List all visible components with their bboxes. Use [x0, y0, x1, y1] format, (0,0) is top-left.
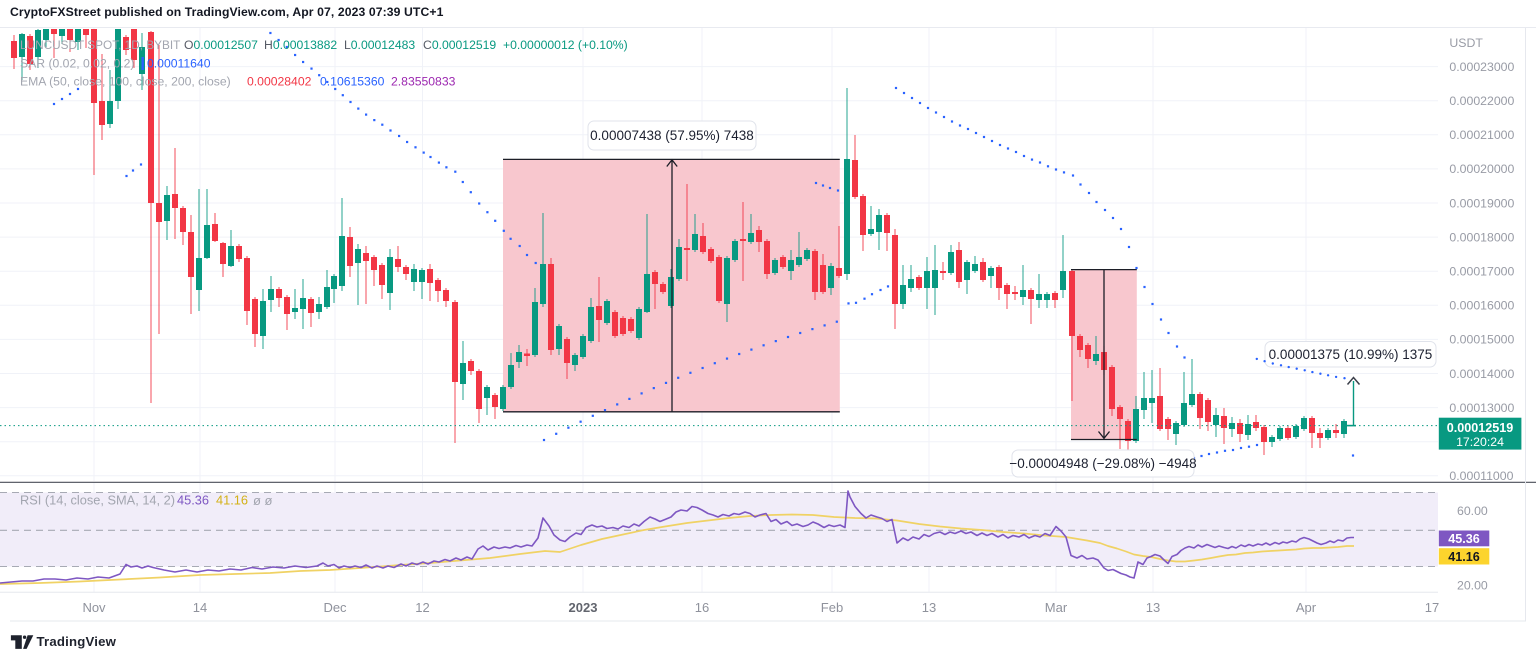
- svg-text:0.00007438 (57.95%) 7438: 0.00007438 (57.95%) 7438: [590, 128, 754, 143]
- svg-text:0.00011640: 0.00011640: [147, 57, 211, 71]
- svg-text:−0.00004948 (−29.08%) −4948: −0.00004948 (−29.08%) −4948: [1009, 456, 1196, 471]
- svg-text:0.00013000: 0.00013000: [1449, 401, 1514, 415]
- svg-text:0.00011000: 0.00011000: [1449, 469, 1513, 483]
- svg-text:+0.00000012 (+0.10%): +0.00000012 (+0.10%): [503, 38, 628, 52]
- svg-text:0.00021000: 0.00021000: [1449, 128, 1514, 142]
- svg-text:16: 16: [695, 600, 709, 615]
- svg-text:14: 14: [193, 600, 207, 615]
- svg-text:EMA (50, close, 100, close, 20: EMA (50, close, 100, close, 200, close): [20, 75, 231, 89]
- svg-text:Dec: Dec: [323, 600, 347, 615]
- svg-text:H0.00013882: H0.00013882: [264, 38, 337, 52]
- svg-text:0.00001375 (10.99%) 1375: 0.00001375 (10.99%) 1375: [1269, 347, 1433, 362]
- svg-text:0.00015000: 0.00015000: [1449, 333, 1514, 347]
- svg-text:Nov: Nov: [82, 600, 106, 615]
- svg-text:RSI (14, close, SMA, 14, 2): RSI (14, close, SMA, 14, 2): [20, 493, 175, 508]
- svg-text:0.00016000: 0.00016000: [1449, 299, 1514, 313]
- svg-text:20.00: 20.00: [1457, 578, 1488, 592]
- svg-text:0.00020000: 0.00020000: [1449, 162, 1514, 176]
- svg-text:ø ø: ø ø: [253, 493, 273, 508]
- svg-text:0.00022000: 0.00022000: [1449, 94, 1514, 108]
- svg-text:0.00012519: 0.00012519: [1447, 421, 1514, 435]
- svg-text:17:20:24: 17:20:24: [1456, 435, 1504, 449]
- svg-text:Feb: Feb: [821, 600, 843, 615]
- svg-text:L0.00012483: L0.00012483: [344, 38, 415, 52]
- svg-text:60.00: 60.00: [1457, 504, 1488, 518]
- svg-text:0.00017000: 0.00017000: [1449, 265, 1514, 279]
- svg-text:Mar: Mar: [1045, 600, 1068, 615]
- svg-text:C0.00012519: C0.00012519: [423, 38, 496, 52]
- svg-text:0.00018000: 0.00018000: [1449, 230, 1514, 244]
- svg-text:17: 17: [1425, 600, 1439, 615]
- svg-text:SAR (0.02, 0.02, 0.2): SAR (0.02, 0.02, 0.2): [20, 57, 135, 71]
- svg-text:13: 13: [922, 600, 936, 615]
- svg-text:LUNCUSDT SPOT, 1D, BYBIT: LUNCUSDT SPOT, 1D, BYBIT: [20, 38, 180, 52]
- svg-text:Apr: Apr: [1296, 600, 1317, 615]
- svg-text:0.00019000: 0.00019000: [1449, 196, 1514, 210]
- svg-text:45.36: 45.36: [177, 493, 209, 508]
- svg-text:0.00023000: 0.00023000: [1449, 60, 1514, 74]
- svg-text:41.16: 41.16: [1448, 550, 1480, 564]
- svg-text:0.00014000: 0.00014000: [1449, 367, 1514, 381]
- svg-text:45.36: 45.36: [1448, 532, 1480, 546]
- svg-text:2023: 2023: [569, 600, 598, 615]
- svg-text:O0.00012507: O0.00012507: [184, 38, 258, 52]
- svg-text:TradingView: TradingView: [37, 634, 117, 649]
- svg-text:12: 12: [415, 600, 429, 615]
- svg-text:2.83550833: 2.83550833: [391, 75, 456, 89]
- svg-text:USDT: USDT: [1449, 36, 1483, 50]
- svg-text:0.00028402: 0.00028402: [247, 75, 312, 89]
- svg-text:13: 13: [1146, 600, 1160, 615]
- svg-text:41.16: 41.16: [216, 493, 248, 508]
- svg-text:0.10615360: 0.10615360: [320, 75, 385, 89]
